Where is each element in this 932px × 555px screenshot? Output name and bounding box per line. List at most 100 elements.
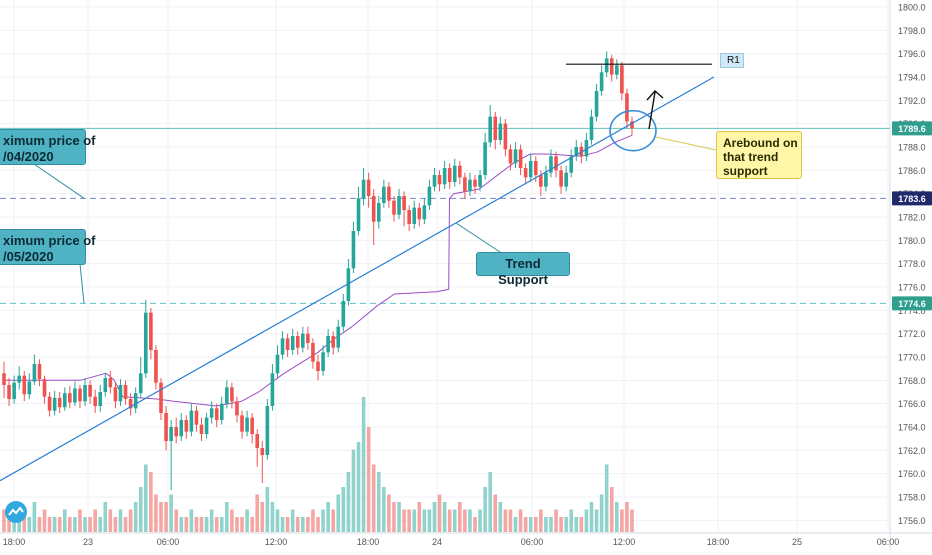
- candle-body: [442, 168, 447, 185]
- volume-bar: [52, 517, 57, 532]
- volume-bar: [513, 517, 518, 532]
- volume-bar: [149, 472, 153, 532]
- volume-bar: [376, 472, 381, 532]
- rebound-note: Arebound on that trend support: [716, 131, 802, 179]
- volume-bar: [331, 509, 335, 532]
- price-tick-label: 1762.0: [898, 446, 926, 456]
- volume-bar: [620, 509, 624, 532]
- volume-bar: [260, 502, 265, 532]
- volume-bar: [154, 494, 158, 532]
- volume-bar: [478, 509, 482, 532]
- candle-body: [331, 336, 335, 348]
- callout-max-price-april: ximum price of /04/2020: [0, 129, 95, 165]
- volume-bar: [316, 517, 320, 532]
- volume-bar: [62, 509, 67, 532]
- time-tick-label: 12:00: [613, 537, 636, 547]
- callout-pointer: [33, 163, 85, 199]
- volume-bar: [306, 517, 310, 532]
- volume-bars: [2, 397, 634, 532]
- volume-bar: [604, 464, 609, 532]
- price-tick-label: 1774.0: [898, 306, 926, 316]
- candle-body: [306, 333, 310, 343]
- candle-body: [260, 448, 265, 455]
- price-tick-label: 1786.0: [898, 166, 926, 176]
- price-tick-label: 1792.0: [898, 96, 926, 106]
- candle-body: [361, 179, 366, 199]
- volume-bar: [184, 517, 189, 532]
- time-tick-label: 12:00: [265, 537, 288, 547]
- time-tick-label: 18:00: [707, 537, 730, 547]
- volume-bar: [356, 442, 361, 532]
- candle-body: [270, 373, 275, 406]
- volume-bar: [37, 517, 42, 532]
- volume-bar: [78, 509, 82, 532]
- volume-bar: [407, 509, 411, 532]
- candle-body: [615, 65, 619, 75]
- candle-body: [290, 336, 295, 350]
- volume-bar: [189, 509, 194, 532]
- price-label-box: [892, 296, 932, 311]
- volume-bar: [452, 509, 457, 532]
- drawings: [0, 63, 717, 482]
- up-arrow-shaft: [648, 91, 656, 130]
- candle-body: [599, 72, 604, 91]
- candle-body: [88, 385, 92, 397]
- candle-body: [62, 393, 67, 408]
- volume-bar: [412, 509, 417, 532]
- time-tick-label: 18:00: [357, 537, 380, 547]
- price-tick-label: 1770.0: [898, 353, 926, 363]
- candle-body: [138, 373, 143, 394]
- candle-body: [27, 381, 32, 395]
- candle-body: [280, 338, 285, 355]
- candle-body: [356, 198, 361, 231]
- candle-body: [164, 413, 168, 441]
- candle-body: [447, 168, 452, 182]
- volume-bar: [609, 487, 614, 532]
- volume-bar: [57, 517, 62, 532]
- candle-body: [37, 364, 42, 380]
- volume-bar: [326, 502, 330, 532]
- volume-bar: [138, 487, 143, 532]
- candle-body: [174, 427, 178, 437]
- candle-body: [154, 350, 158, 383]
- volume-bar: [83, 517, 87, 532]
- volume-bar: [265, 487, 270, 532]
- volume-bar: [523, 517, 528, 532]
- candle-body: [225, 387, 229, 404]
- volume-bar: [250, 517, 254, 532]
- candle-body: [513, 149, 518, 164]
- candle-body: [179, 420, 184, 437]
- volume-bar: [88, 517, 92, 532]
- candle-body: [189, 410, 194, 432]
- volume-bar: [397, 502, 401, 532]
- volume-bar: [508, 509, 513, 532]
- volume-bar: [68, 517, 72, 532]
- volume-bar: [321, 509, 325, 532]
- candle-body: [412, 207, 417, 224]
- candle-body: [149, 312, 153, 350]
- volume-bar: [437, 494, 442, 532]
- candle-body: [452, 165, 457, 182]
- candle-body: [417, 207, 422, 220]
- price-tick-label: 1782.0: [898, 213, 926, 223]
- price-axis[interactable]: 1756.0 1758.0 1760.0 1762.0 1764.0 1766.0 1768…: [889, 0, 932, 550]
- candle-body: [98, 392, 103, 406]
- candle-body: [559, 170, 563, 187]
- candle-body: [245, 417, 249, 432]
- candle-body: [346, 268, 351, 301]
- price-tick-label: 1764.0: [898, 423, 926, 433]
- volume-bar: [159, 502, 163, 532]
- time-axis[interactable]: 18:00 23 06:00 12:00 18:00 24 06:00 12:00 18:00 2…: [0, 532, 932, 547]
- volume-bar: [630, 509, 634, 532]
- tradingview-logo-icon[interactable]: [4, 500, 28, 524]
- callout-pointer: [455, 222, 501, 253]
- candle-body: [184, 420, 189, 432]
- price-tick-label: 1772.0: [898, 329, 926, 339]
- candle-body: [371, 196, 376, 222]
- candle-body: [118, 385, 123, 402]
- volume-bar: [27, 517, 32, 532]
- volume-bar: [579, 517, 584, 532]
